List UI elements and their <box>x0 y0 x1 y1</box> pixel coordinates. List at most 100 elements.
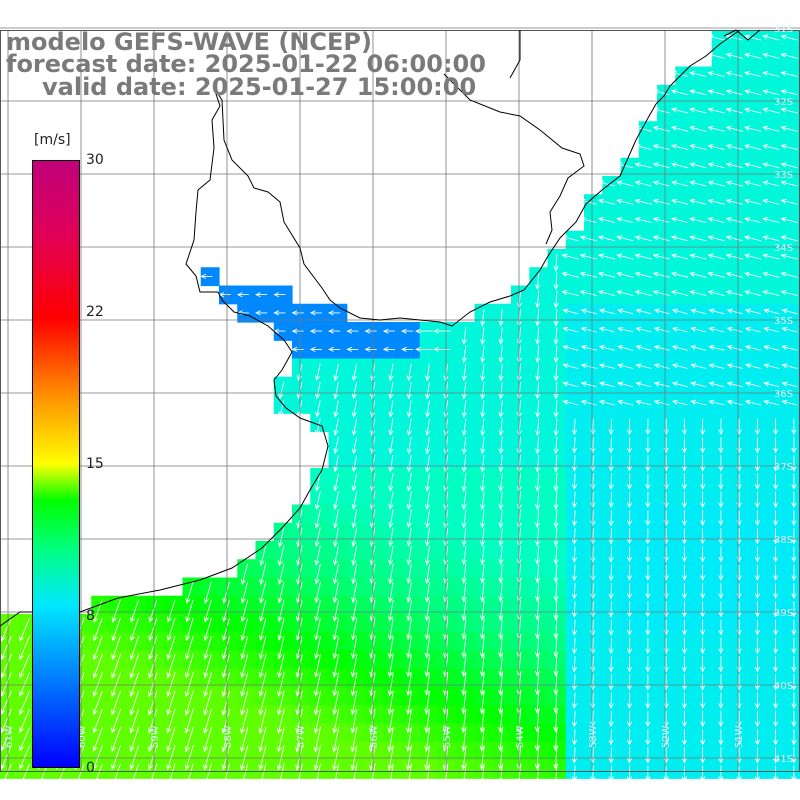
wind-arrow <box>314 491 321 511</box>
wind-arrow <box>579 271 597 278</box>
wind-arrow <box>608 710 614 728</box>
wind-arrow <box>221 745 231 771</box>
wind-arrow <box>718 601 724 618</box>
wind-arrow <box>350 726 358 753</box>
wind-arrow <box>707 235 725 242</box>
wind-arrow <box>754 729 760 746</box>
wind-arrow <box>762 71 780 78</box>
wind-arrow <box>598 308 615 315</box>
wind-arrow <box>736 765 742 783</box>
wind-arrow <box>626 491 633 509</box>
wind-arrow <box>791 564 797 581</box>
wind-arrow <box>388 455 394 473</box>
wind-arrow <box>791 546 797 563</box>
wind-cell <box>784 376 800 396</box>
wind-arrow <box>240 563 249 586</box>
wind-arrow <box>571 765 578 782</box>
wind-arrow <box>479 491 486 511</box>
wind-arrow <box>424 491 431 511</box>
wind-arrow <box>313 763 322 789</box>
wind-arrow <box>562 399 579 406</box>
wind-arrow <box>278 400 285 418</box>
wind-arrow <box>277 636 285 660</box>
wind-arrow <box>626 637 633 655</box>
wind-arrow <box>442 763 449 790</box>
wind-cell <box>784 340 800 360</box>
wind-arrow <box>535 545 541 565</box>
wind-arrow <box>406 582 412 603</box>
wind-arrow <box>461 672 467 696</box>
wind-arrow <box>129 708 140 734</box>
wind-arrow <box>498 436 504 455</box>
wind-arrow <box>92 708 103 734</box>
wind-cell <box>784 121 800 141</box>
wind-arrow <box>406 545 412 566</box>
wind-arrow <box>424 563 430 585</box>
wind-arrow <box>744 308 761 315</box>
wind-arrow <box>258 726 267 753</box>
wind-arrow <box>791 747 797 764</box>
wind-arrow <box>645 528 651 545</box>
wind-arrow <box>670 71 689 78</box>
wind-arrow <box>608 729 614 746</box>
wind-arrow <box>498 309 504 327</box>
wind-arrow <box>762 125 780 132</box>
wind-arrow <box>240 672 249 698</box>
wind-arrow <box>314 581 321 604</box>
wind-arrow <box>645 455 651 472</box>
wind-arrow <box>425 382 431 400</box>
wind-arrow <box>780 107 798 114</box>
wind-arrow <box>309 328 322 334</box>
border-north <box>509 29 761 105</box>
wind-arrow <box>562 326 579 333</box>
wind-arrow <box>689 253 707 260</box>
wind-arrow <box>681 729 687 746</box>
wind-arrow <box>626 418 633 436</box>
wind-arrow <box>791 674 797 691</box>
wind-arrow <box>291 346 304 352</box>
wind-arrow <box>754 546 760 563</box>
wind-arrow <box>670 290 689 297</box>
wind-arrow <box>553 564 559 584</box>
wind-arrow <box>597 198 616 205</box>
wind-arrow <box>762 162 780 169</box>
wind-arrow <box>350 690 358 716</box>
wind-arrow <box>424 727 431 752</box>
wind-cell <box>784 84 800 104</box>
wind-arrow <box>571 656 578 673</box>
wind-arrow <box>74 763 85 789</box>
wind-arrow <box>700 710 706 728</box>
wind-arrow <box>743 71 762 78</box>
wind-cell <box>784 650 800 670</box>
wind-arrow <box>553 345 559 364</box>
wind-arrow <box>480 436 486 455</box>
wind-arrow <box>553 272 559 291</box>
wind-arrow <box>148 599 158 623</box>
wind-arrow <box>433 346 451 352</box>
wind-arrow <box>616 235 634 242</box>
wind-arrow <box>480 382 486 400</box>
wind-arrow <box>689 71 707 78</box>
wind-arrow <box>0 617 12 642</box>
wind-arrow <box>652 253 670 260</box>
wind-arrow <box>689 144 707 151</box>
wind-arrow <box>634 180 652 187</box>
wind-arrow <box>670 162 689 169</box>
wind-arrow <box>780 235 798 242</box>
wind-arrow <box>681 692 687 710</box>
wind-arrow <box>652 198 670 205</box>
wind-arrow <box>479 636 485 659</box>
wind-arrow <box>597 253 616 260</box>
wind-arrow <box>535 381 541 400</box>
wind-arrow <box>791 637 797 655</box>
wind-arrow <box>780 271 798 278</box>
wind-arrow <box>166 599 176 623</box>
wind-arrow <box>553 308 559 327</box>
wind-arrow <box>129 745 140 771</box>
wind-arrow <box>351 527 358 548</box>
wind-arrow <box>480 418 486 437</box>
wind-arrow <box>0 763 12 788</box>
wind-arrow <box>388 473 394 492</box>
wind-arrow <box>743 52 762 59</box>
wind-arrow <box>387 654 394 678</box>
